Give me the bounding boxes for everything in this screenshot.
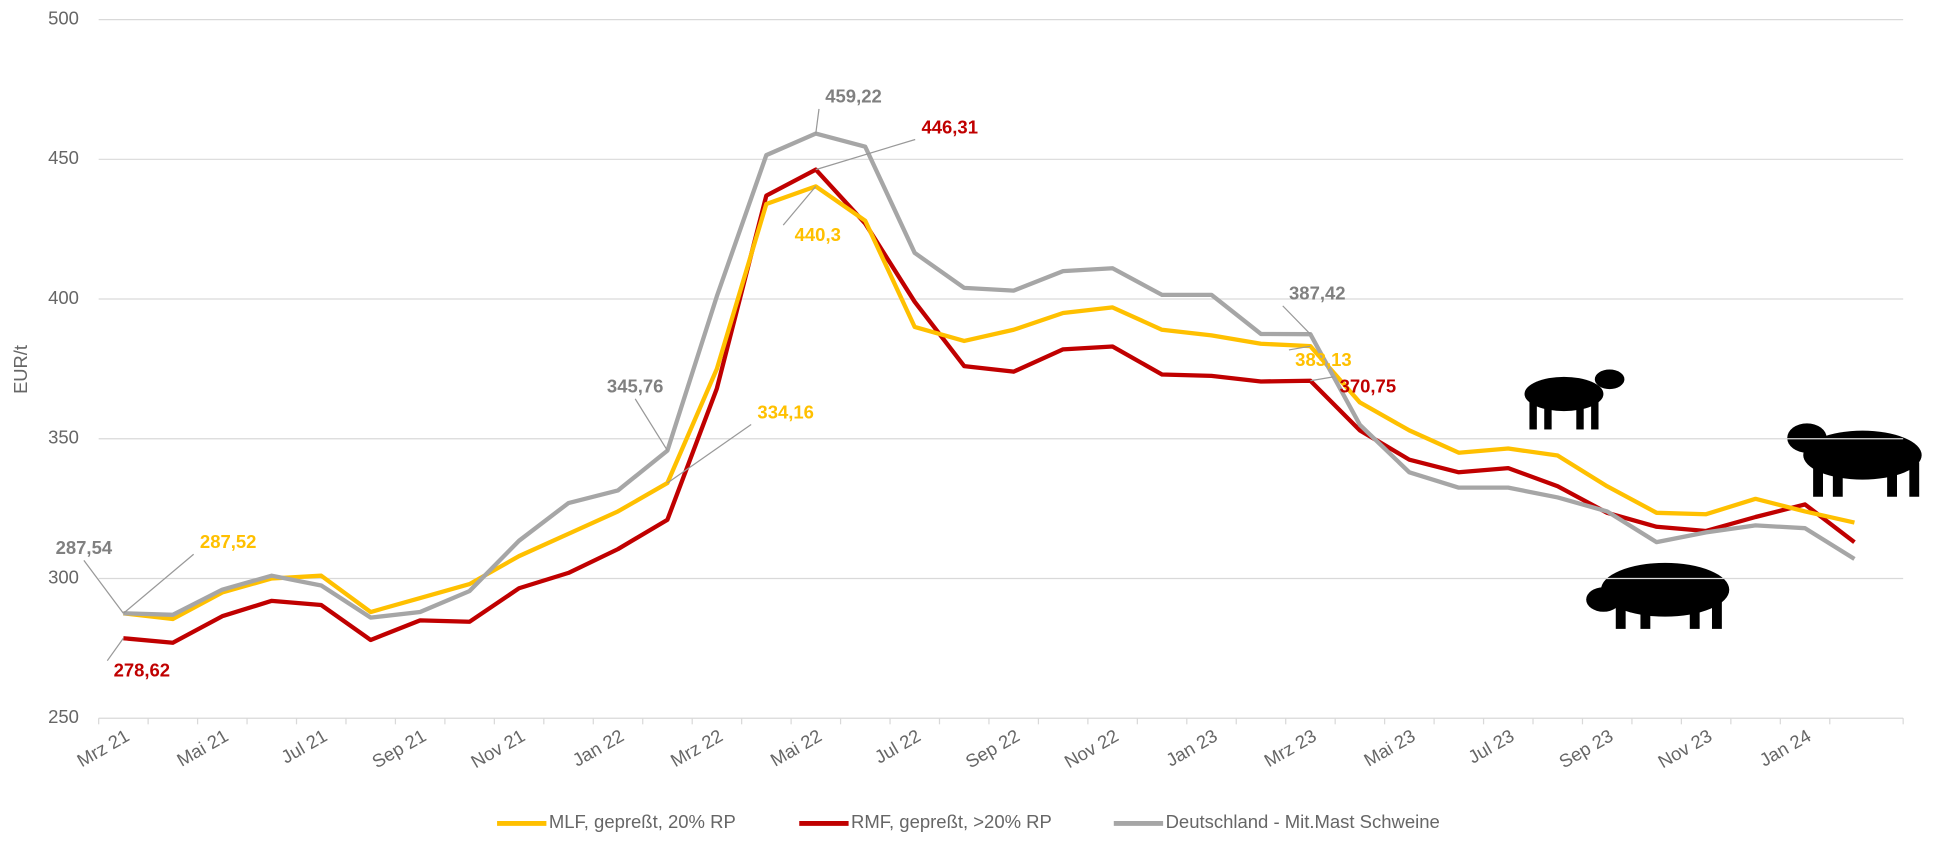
y-tick-label: 350: [48, 427, 79, 448]
leader-line: [815, 108, 820, 134]
data-label: 383,13: [1295, 349, 1352, 370]
leader-line: [782, 186, 817, 226]
data-label: 334,16: [757, 401, 814, 422]
leader-line: [1282, 305, 1311, 335]
x-tick-label: Nov 22: [1061, 725, 1122, 772]
y-tick-label: 500: [48, 7, 79, 28]
x-tick-label: Mrz 23: [1260, 725, 1319, 771]
cow-icon: [1524, 369, 1625, 430]
cow-icon: [1787, 423, 1922, 497]
leader-line: [122, 553, 195, 614]
x-tick-label: Sep 22: [962, 725, 1023, 772]
x-tick-label: Mrz 22: [667, 725, 726, 771]
x-tick-label: Mai 22: [767, 725, 826, 771]
x-tick-label: Mrz 21: [73, 725, 132, 771]
data-label: 459,22: [825, 86, 882, 107]
series-line: [123, 131, 1856, 620]
leader-line: [667, 424, 752, 484]
pig-icon: [1586, 562, 1730, 629]
data-label: 287,52: [200, 531, 257, 552]
leader-line: [815, 138, 916, 171]
data-label: 446,31: [921, 116, 978, 137]
x-tick-label: Jan 23: [1162, 725, 1221, 771]
x-tick-label: Jul 21: [277, 725, 330, 768]
leader-line: [83, 560, 124, 614]
legend-label: MLF, gepreßt, 20% RP: [549, 811, 736, 832]
x-tick-label: Jul 23: [1464, 725, 1517, 768]
x-tick-label: Nov 23: [1654, 725, 1715, 772]
leader-line: [106, 637, 124, 662]
x-tick-label: Sep 21: [368, 725, 429, 772]
y-tick-label: 300: [48, 566, 79, 587]
animal-icons: [1524, 369, 1922, 629]
x-tick-label: Nov 21: [467, 725, 528, 772]
x-tick-label: Jan 24: [1756, 725, 1815, 771]
data-label: 387,42: [1289, 283, 1346, 304]
data-label: 278,62: [114, 660, 171, 681]
x-tick-label: Sep 23: [1555, 725, 1616, 772]
x-tick-label: Jan 22: [569, 725, 628, 771]
y-tick-label: 400: [48, 287, 79, 308]
leader-line: [634, 398, 668, 451]
data-label: 287,54: [56, 537, 113, 558]
x-tick-label: Mai 21: [173, 725, 232, 771]
data-label: 440,3: [795, 224, 841, 245]
leader-line: [1288, 345, 1311, 351]
x-tick-label: Jul 22: [871, 725, 924, 768]
legend-label: Deutschland - Mit.Mast Schweine: [1166, 811, 1440, 832]
y-tick-label: 250: [48, 706, 79, 727]
x-tick-label: Mai 23: [1360, 725, 1419, 771]
series-line: [123, 184, 1855, 622]
y-axis-label: EUR/t: [10, 345, 31, 394]
data-label: 345,76: [607, 376, 664, 397]
series-line: [123, 167, 1856, 645]
legend-label: RMF, gepreßt, >20% RP: [851, 811, 1052, 832]
leader-line: [1310, 376, 1334, 382]
y-tick-label: 450: [48, 147, 79, 168]
data-label: 370,75: [1340, 376, 1397, 397]
